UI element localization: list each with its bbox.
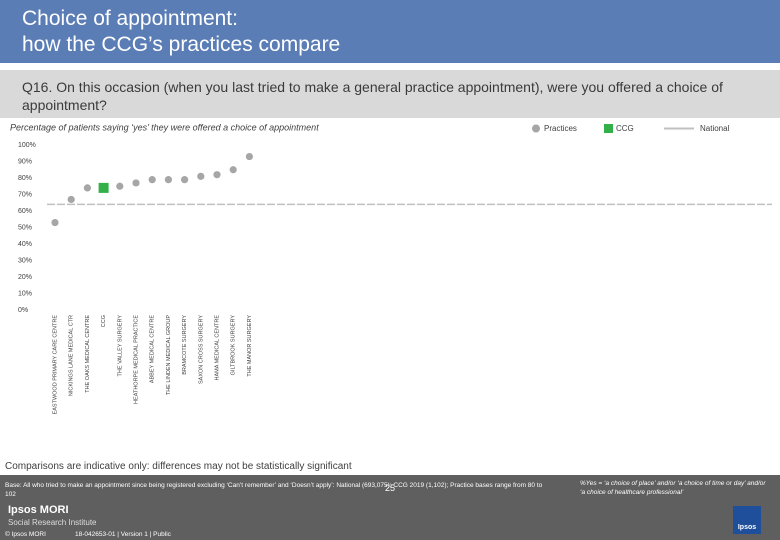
- practice-dot: [148, 176, 156, 184]
- practice-dot: [67, 195, 75, 204]
- job-number: 18-042653-01 | Version 1 | Public: [75, 531, 171, 538]
- practice-dot: [197, 172, 205, 180]
- title-line: Choice of appointment:: [22, 7, 238, 30]
- practice-dot: [83, 184, 91, 192]
- x-tick-label: NICKINGS LANE MEDICAL CTR: [69, 315, 75, 396]
- y-tick-label: 50%: [18, 224, 32, 231]
- y-tick-label: 60%: [18, 208, 32, 215]
- chart: Percentage of patients saying ‘yes’ they…: [10, 122, 772, 415]
- x-tick-label: BRAMCOTE SURGERY: [182, 315, 188, 375]
- ccg-marker: [98, 182, 109, 193]
- base-note: Base: All who tried to make an appointme…: [5, 482, 543, 498]
- x-tick-label: HAMA MEDICAL CENTRE: [214, 315, 220, 381]
- header-band: [0, 0, 780, 63]
- x-tick-label: ABBEY MEDICAL CENTRE: [150, 315, 156, 383]
- legend-label: Practices: [544, 124, 577, 133]
- x-tick-label: SAXON CROSS SURGERY: [198, 315, 204, 384]
- y-tick-label: 100%: [18, 142, 36, 149]
- page-number: 25: [384, 483, 395, 493]
- x-tick-label: CCG: [101, 315, 107, 327]
- x-tick-label: GILTBROOK SURGERY: [231, 315, 237, 376]
- title: Choice of appointment: how the CCG’s pra…: [22, 6, 340, 58]
- y-tick-label: 10%: [18, 290, 32, 297]
- logo: Ipsos: [733, 506, 761, 534]
- caveat: Comparisons are indicative only: differe…: [5, 461, 352, 472]
- practice-dot: [116, 182, 124, 190]
- y-tick-label: 90%: [18, 158, 32, 165]
- practice-dot: [164, 176, 172, 184]
- y-tick-label: 0%: [18, 307, 28, 314]
- x-tick-label: THE LINDEN MEDICAL GROUP: [166, 315, 172, 396]
- question-band: [0, 70, 780, 118]
- x-tick-label: THE OAKS MEDICAL CENTRE: [85, 315, 91, 393]
- title-line: how the CCG’s practices compare: [22, 33, 341, 56]
- x-tick-label: THE MANOR SURGERY: [247, 315, 253, 377]
- y-tick-label: 40%: [18, 241, 32, 248]
- chart-subtitle: Percentage of patients saying ‘yes’ they…: [10, 122, 319, 132]
- legend-label: National: [700, 124, 730, 133]
- practice-dot: [181, 176, 189, 184]
- x-tick-label: HEATHORPE MEDICAL PRACTICE: [133, 315, 139, 404]
- x-tick-label: THE VALLEY SURGERY: [117, 315, 123, 377]
- practice-dot: [132, 179, 140, 187]
- definition-note: %Yes = ‘a choice of place’ and/or ‘a cho…: [580, 480, 766, 496]
- practice-dot: [213, 171, 221, 179]
- practice-dot: [245, 152, 253, 161]
- question: Q16. On this occasion (when you last tri…: [22, 79, 723, 113]
- y-tick-label: 70%: [18, 191, 32, 198]
- x-tick-label: EASTWOOD PRIMARY CARE CENTRE: [52, 315, 58, 415]
- y-tick-label: 30%: [18, 257, 32, 264]
- practice-dot: [51, 218, 59, 227]
- brand: Ipsos MORI: [8, 504, 69, 516]
- legend-marker: [604, 124, 613, 133]
- copyright: © Ipsos MORI: [5, 531, 46, 538]
- practice-dot: [229, 166, 237, 174]
- footer-band: [0, 475, 780, 540]
- legend-label: CCG: [616, 124, 634, 133]
- institute: Social Research Institute: [8, 518, 97, 527]
- legend-marker: [532, 124, 540, 133]
- y-tick-label: 20%: [18, 274, 32, 281]
- y-tick-label: 80%: [18, 175, 32, 182]
